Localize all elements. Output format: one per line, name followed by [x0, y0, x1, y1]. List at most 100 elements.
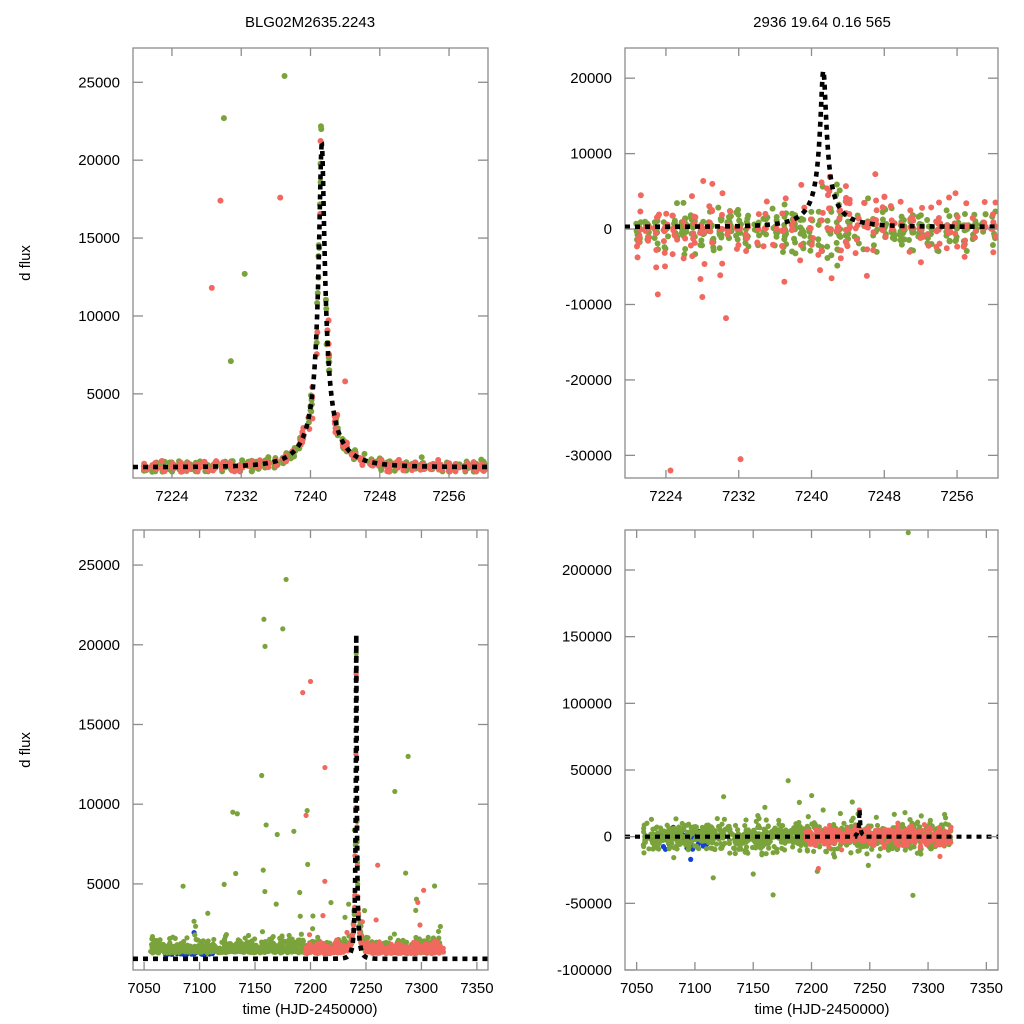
data-point — [283, 576, 289, 583]
ytick-label: 10000 — [78, 308, 120, 325]
data-point — [725, 227, 732, 234]
data-point — [804, 847, 810, 853]
data-point — [322, 764, 328, 771]
data-point — [308, 408, 315, 415]
data-point — [437, 463, 444, 470]
data-point — [917, 844, 923, 851]
data-point — [722, 840, 728, 846]
data-point — [280, 626, 286, 632]
data-point — [701, 229, 707, 236]
data-point — [699, 242, 706, 249]
data-point — [303, 812, 309, 818]
data-point — [726, 823, 732, 830]
data-point — [919, 204, 926, 211]
data-point — [328, 899, 334, 906]
data-point — [340, 943, 346, 949]
data-point — [844, 218, 851, 225]
data-point — [837, 810, 843, 817]
xtick-label: 7050 — [127, 980, 160, 997]
data-point — [960, 243, 967, 250]
data-point — [882, 234, 889, 240]
data-point — [205, 910, 211, 916]
data-point — [834, 262, 841, 269]
data-point — [691, 213, 698, 220]
data-point — [387, 463, 394, 470]
data-point — [928, 204, 935, 211]
data-point — [716, 825, 723, 831]
data-point — [855, 841, 861, 848]
data-point — [897, 237, 904, 244]
data-point — [830, 835, 837, 841]
data-point — [779, 210, 786, 217]
data-point — [149, 934, 156, 940]
data-point — [670, 226, 677, 233]
data-point — [671, 232, 678, 239]
data-point — [730, 845, 737, 851]
data-point — [870, 229, 877, 236]
data-point — [982, 211, 989, 218]
data-point — [818, 217, 825, 224]
xtick-label: 7200 — [294, 980, 327, 997]
data-point — [413, 934, 419, 941]
data-point — [874, 822, 881, 829]
data-point — [220, 459, 227, 466]
data-point — [274, 831, 280, 838]
data-point — [781, 201, 788, 208]
data-point — [205, 938, 211, 944]
data-point — [435, 456, 442, 463]
data-point — [719, 845, 725, 851]
data-point — [718, 234, 725, 241]
data-point — [750, 871, 756, 877]
data-point — [837, 255, 844, 262]
ytick-label: 200000 — [562, 562, 612, 579]
data-point — [654, 830, 660, 836]
ytick-label: -30000 — [565, 447, 612, 464]
data-point — [698, 838, 704, 844]
data-point — [891, 236, 898, 243]
data-point — [262, 939, 269, 945]
data-point — [298, 931, 304, 937]
data-point — [811, 820, 817, 826]
data-point — [330, 946, 336, 952]
data-point — [431, 940, 437, 946]
data-point — [398, 948, 405, 954]
data-point — [824, 185, 830, 192]
data-point — [374, 950, 381, 956]
data-point — [188, 947, 194, 953]
data-point — [363, 934, 369, 940]
data-point — [836, 208, 843, 215]
data-point — [192, 923, 199, 929]
data-point — [818, 179, 825, 186]
data-point — [286, 932, 292, 939]
data-point — [295, 937, 301, 943]
data-point — [989, 242, 996, 249]
data-point — [671, 855, 677, 861]
data-point — [671, 826, 677, 832]
data-point — [835, 827, 842, 833]
data-point — [921, 821, 927, 828]
data-point — [864, 224, 871, 231]
ytick-label: 10000 — [78, 796, 120, 813]
data-point — [263, 822, 269, 828]
data-point — [746, 829, 753, 835]
data-point — [943, 207, 950, 214]
data-point — [797, 847, 803, 854]
data-point — [313, 339, 320, 346]
data-point — [934, 226, 941, 233]
data-point — [756, 232, 763, 239]
data-point — [279, 934, 285, 940]
data-point — [839, 847, 845, 853]
data-point — [752, 838, 758, 844]
data-point — [941, 837, 947, 843]
data-point — [698, 237, 705, 244]
data-point — [933, 243, 940, 250]
data-point — [230, 809, 236, 815]
data-point — [946, 238, 953, 245]
data-point — [649, 840, 656, 846]
data-point — [661, 249, 668, 256]
panel-bottom-left-data: 7050 7100 7150 7200 7250 7300 7350 5000 10000 150… — [78, 530, 494, 997]
data-point — [759, 852, 765, 858]
data-point — [726, 837, 733, 843]
data-point — [798, 827, 805, 833]
data-point — [379, 949, 385, 956]
